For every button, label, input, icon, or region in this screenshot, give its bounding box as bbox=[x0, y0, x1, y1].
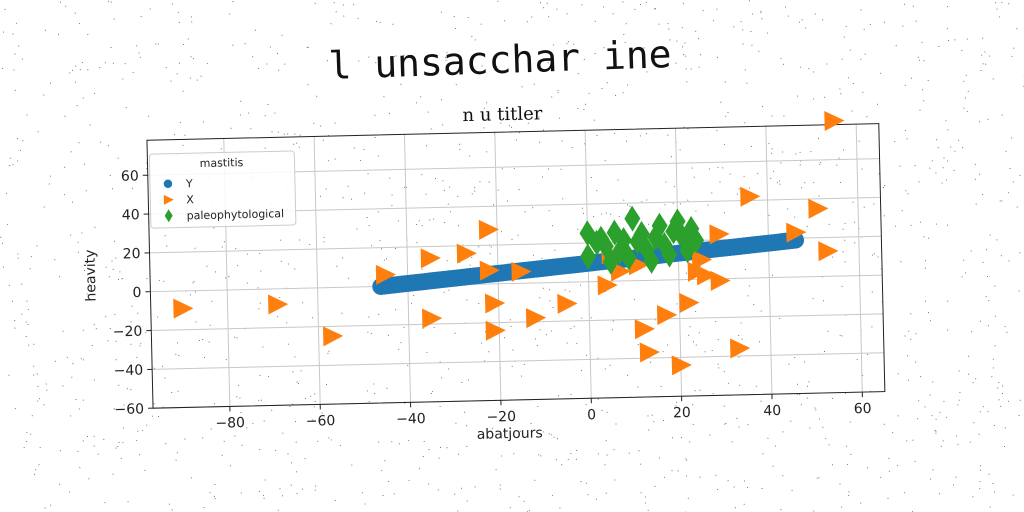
data-point bbox=[375, 264, 397, 285]
legend-entry: paleophytological bbox=[164, 207, 285, 223]
data-point bbox=[421, 308, 443, 329]
data-point bbox=[525, 308, 547, 329]
y-gridline bbox=[152, 352, 884, 370]
y-tick-label: 0 bbox=[132, 285, 141, 301]
legend-box bbox=[148, 150, 297, 229]
data-point bbox=[730, 338, 751, 359]
y-tick-label: 40 bbox=[122, 207, 140, 223]
data-point bbox=[740, 186, 761, 207]
x-gridline bbox=[313, 136, 321, 405]
data-point bbox=[691, 249, 713, 270]
x-tick-label: −20 bbox=[486, 409, 516, 426]
data-marks bbox=[173, 110, 845, 376]
legend-entry: Y bbox=[163, 177, 193, 190]
legend-title: mastitis bbox=[200, 156, 244, 170]
legend-marker bbox=[163, 194, 174, 205]
x-tick-label: 20 bbox=[673, 405, 691, 421]
data-point bbox=[696, 265, 717, 286]
x-axis-label: abatjours bbox=[477, 425, 543, 442]
x-gridline bbox=[674, 128, 683, 397]
y-axis-label: heavity bbox=[82, 249, 99, 301]
legend-marker bbox=[163, 179, 173, 189]
data-point bbox=[173, 298, 194, 319]
data-point bbox=[456, 243, 477, 264]
data-point bbox=[818, 241, 839, 262]
data-point bbox=[511, 261, 532, 282]
data-point bbox=[478, 219, 499, 240]
x-gridline bbox=[765, 126, 773, 395]
series-paleophytological bbox=[579, 205, 705, 275]
data-point bbox=[634, 319, 655, 340]
data-point bbox=[484, 293, 506, 314]
data-point bbox=[824, 110, 845, 131]
x-axis-ticks: −80 −60 −40 −20 0 20 40 60 bbox=[215, 392, 872, 432]
x-tick-label: 60 bbox=[854, 401, 872, 417]
data-point bbox=[710, 270, 731, 291]
data-point bbox=[786, 222, 807, 243]
data-point bbox=[808, 198, 829, 219]
data-point bbox=[709, 224, 730, 245]
data-point bbox=[322, 326, 344, 347]
data-point bbox=[671, 355, 692, 376]
legend-label: Y bbox=[185, 177, 193, 190]
y-axis-ticks: −60 −40 −20 0 20 40 60 bbox=[113, 168, 154, 418]
y-gridline bbox=[150, 274, 883, 293]
data-point bbox=[661, 241, 678, 268]
y-tick-label: 20 bbox=[123, 246, 141, 262]
data-point bbox=[656, 305, 678, 326]
legend-entry: X bbox=[163, 193, 194, 206]
x-gridline bbox=[855, 124, 863, 393]
data-point bbox=[420, 248, 441, 269]
data-point bbox=[679, 292, 700, 313]
data-point bbox=[639, 342, 660, 363]
data-point bbox=[651, 212, 668, 239]
x-tick-label: 0 bbox=[587, 407, 596, 423]
data-point bbox=[620, 244, 637, 271]
data-point bbox=[557, 293, 578, 314]
legend-label: paleophytological bbox=[187, 207, 285, 222]
x-tick-label: −40 bbox=[396, 411, 426, 428]
y-tick-label: 60 bbox=[121, 168, 139, 184]
data-point bbox=[268, 294, 289, 315]
chart-title: n u titler bbox=[462, 103, 543, 126]
series-x bbox=[173, 110, 845, 376]
y-tick-label: −20 bbox=[113, 324, 143, 341]
data-point bbox=[580, 243, 597, 270]
legend-marker bbox=[164, 209, 173, 223]
data-point bbox=[688, 227, 705, 254]
y-tick-label: −40 bbox=[113, 363, 143, 380]
data-point bbox=[597, 275, 618, 296]
plot-area-frame bbox=[146, 123, 886, 409]
data-point bbox=[643, 247, 660, 274]
data-point bbox=[624, 205, 641, 232]
y-tick-label: −60 bbox=[114, 401, 144, 418]
x-tick-label: 40 bbox=[763, 403, 781, 419]
x-gridline bbox=[403, 134, 412, 403]
x-tick-label: −80 bbox=[215, 415, 245, 432]
data-point bbox=[485, 320, 506, 341]
data-point bbox=[479, 260, 500, 281]
legend-label: X bbox=[186, 193, 194, 206]
x-tick-label: −60 bbox=[306, 413, 336, 430]
data-point bbox=[602, 248, 619, 275]
data-point bbox=[679, 237, 696, 264]
y-gridline bbox=[151, 313, 884, 332]
